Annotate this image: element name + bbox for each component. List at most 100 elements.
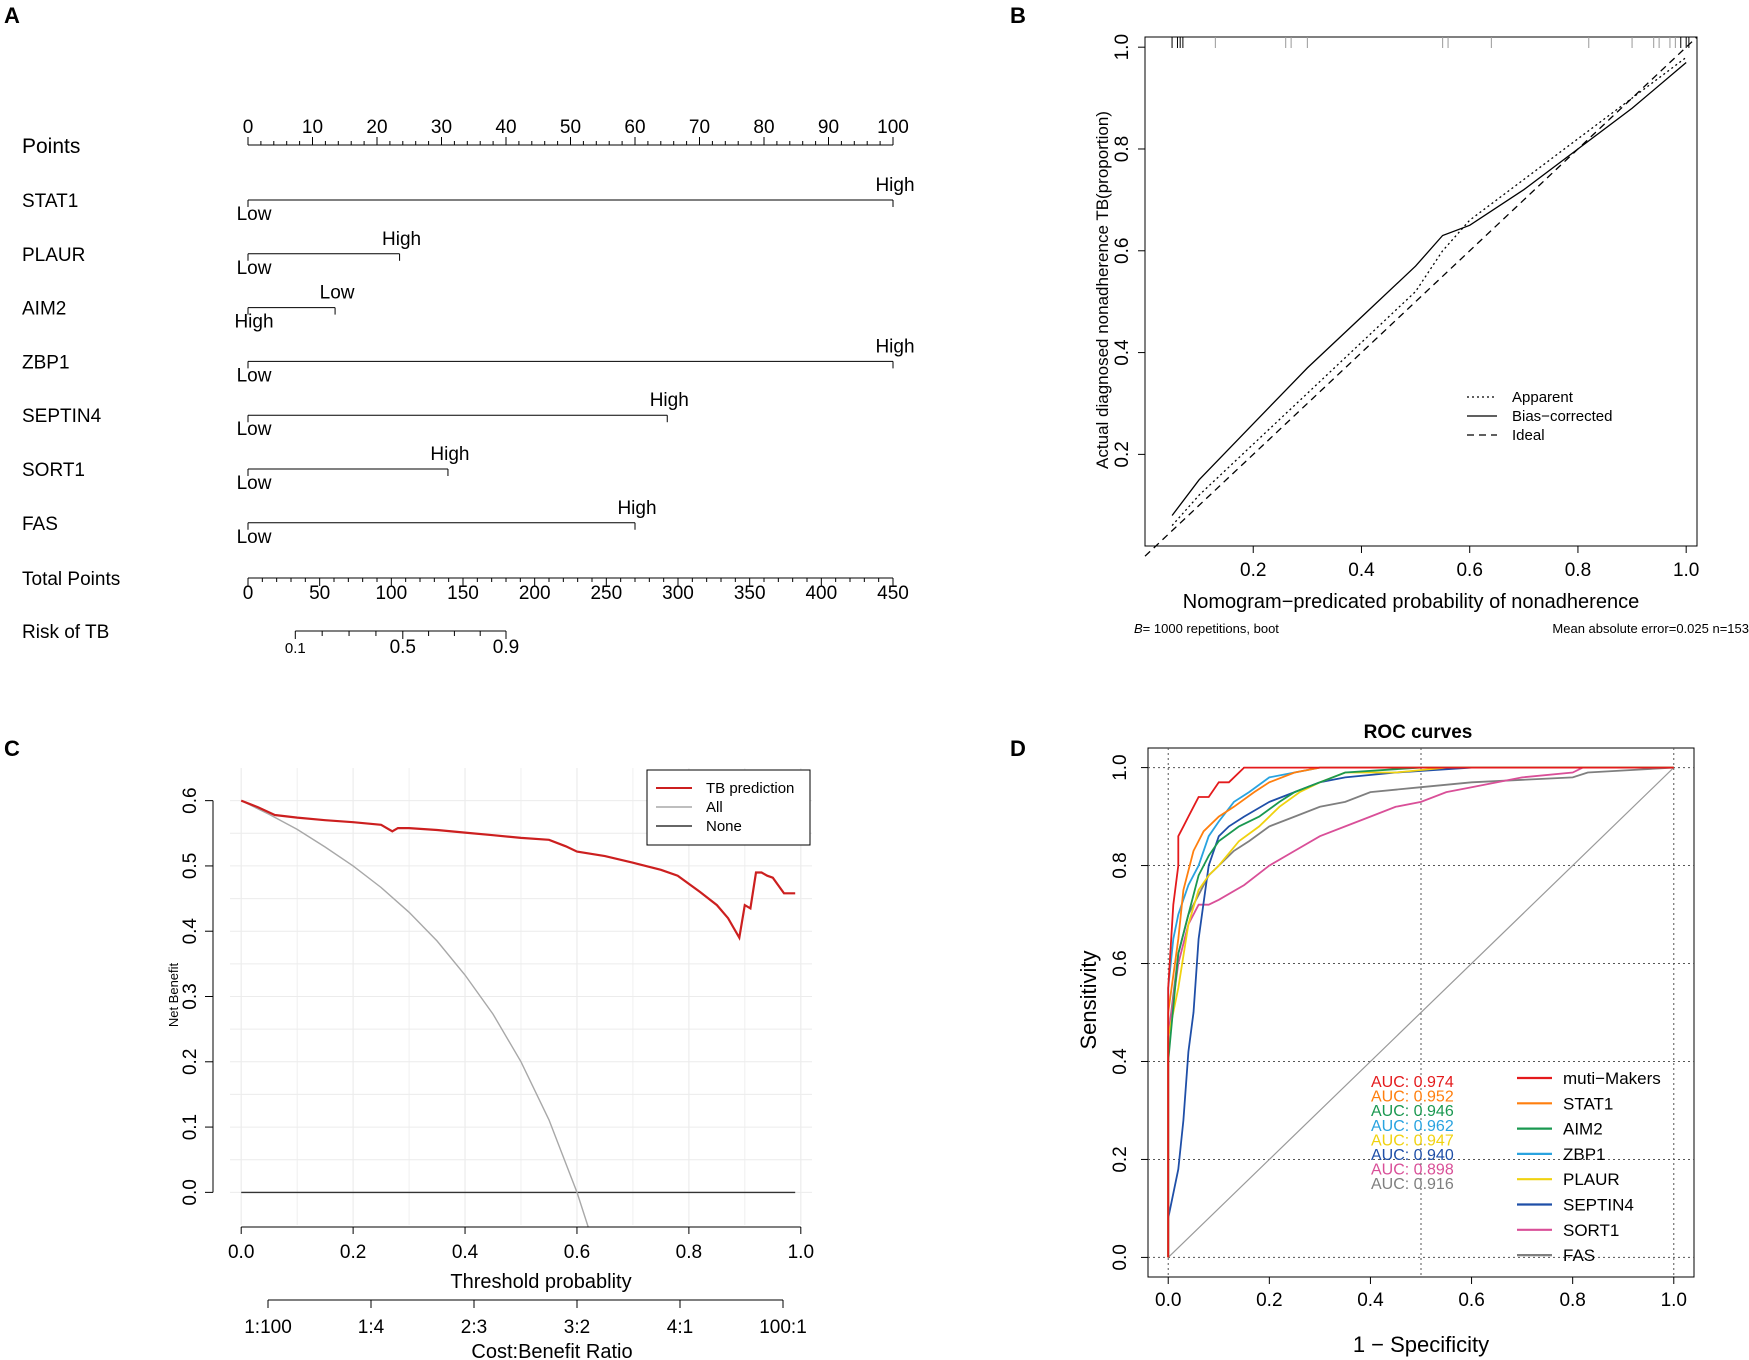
variable-left-level: Low [237, 365, 272, 386]
calibration-x-tick-label: 0.6 [1456, 560, 1482, 581]
roc-title: ROC curves [1364, 722, 1473, 743]
dca-legend-label: TB prediction [706, 780, 794, 797]
roc-x-tick-label: 0.2 [1256, 1290, 1282, 1311]
panel-label-b: B [1010, 3, 1026, 28]
roc-legend-label: SORT1 [1563, 1221, 1619, 1240]
dca-ratio-tick-label: 4:1 [667, 1317, 693, 1338]
dca-ratio-tick-label: 1:100 [244, 1317, 292, 1338]
roc-x-tick-label: 0.0 [1155, 1290, 1181, 1311]
variable-right-level: High [430, 444, 469, 465]
risk-label: Risk of TB [22, 622, 109, 643]
roc-y-tick-label: 0.0 [1110, 1244, 1131, 1270]
dca-x-tick-label: 0.6 [564, 1242, 590, 1263]
variable-left-level: Low [237, 473, 272, 494]
dca-line-tb-prediction [240, 799, 796, 941]
dca-y-axis-label: Net Benefit [166, 962, 181, 1027]
roc-curve-aim2 [1167, 766, 1674, 1258]
calibration-y-tick-label: 0.6 [1112, 238, 1133, 264]
variable-label: FAS [22, 514, 58, 535]
dca-x-tick-label: 0.8 [676, 1242, 702, 1263]
calibration-line-bias-corrected [1171, 62, 1687, 516]
roc-reference-diagonal [1167, 767, 1675, 1258]
variable-left-level: High [234, 312, 273, 333]
calibration-x-axis-label: Nomogram−predicated probability of nonad… [1183, 591, 1639, 613]
dca-y-tick-label: 0.6 [180, 787, 201, 813]
roc-auc-label: AUC: 0.940 [1371, 1147, 1454, 1164]
calibration-x-tick-label: 0.4 [1348, 560, 1375, 581]
calibration-footer-text: = 1000 repetitions, boot [1143, 621, 1280, 636]
total-tick-label: 200 [519, 583, 551, 604]
roc-y-tick-label: 0.8 [1110, 852, 1131, 878]
calibration-x-tick-label: 0.8 [1565, 560, 1591, 581]
points-tick-label: 60 [624, 117, 645, 138]
calibration-legend-label: Ideal [1512, 427, 1545, 444]
points-tick-label: 100 [877, 117, 909, 138]
variable-right-level: Low [320, 283, 355, 304]
roc-legend-label: muti−Makers [1563, 1069, 1661, 1088]
roc-legend-label: AIM2 [1563, 1120, 1603, 1139]
calibration-y-tick-label: 0.2 [1112, 441, 1133, 467]
points-tick-label: 80 [753, 117, 774, 138]
roc-y-tick-label: 0.4 [1110, 1048, 1131, 1075]
variable-label: PLAUR [22, 245, 85, 266]
points-tick-label: 50 [560, 117, 581, 138]
total-tick-label: 50 [309, 583, 330, 604]
dca-y-tick-label: 0.1 [180, 1114, 201, 1140]
variable-right-level: High [382, 229, 421, 250]
dca-y-tick-label: 0.0 [180, 1179, 201, 1205]
calibration-x-tick-label: 0.2 [1240, 560, 1266, 581]
risk-tick-label: 0.5 [390, 637, 416, 658]
dca-ratio-tick-label: 2:3 [461, 1317, 487, 1338]
calibration-y-axis-label: Actual diagnosed nonadherence TB(proport… [1093, 111, 1112, 469]
dca-y-tick-label: 0.4 [180, 918, 201, 945]
panel-label-a: A [4, 3, 20, 28]
dca-x-axis-label: Threshold probablity [450, 1271, 631, 1293]
roc-x-tick-label: 0.8 [1559, 1290, 1585, 1311]
roc-x-tick-label: 0.4 [1357, 1290, 1384, 1311]
variable-right-level: High [650, 390, 689, 411]
dca-ratio-axis-label: Cost:Benefit Ratio [471, 1341, 632, 1360]
roc-x-tick-label: 1.0 [1661, 1290, 1687, 1311]
calibration-x-tick-label: 1.0 [1673, 560, 1699, 581]
roc-curve-muti-makers [1167, 766, 1674, 1258]
calibration-line-apparent [1171, 56, 1687, 527]
calibration-panel: 0.2 0.4 0.6 0.8 1.0 0.2 0.4 0.6 0.8 1.0 Nomogram−p… [1093, 34, 1749, 636]
calibration-legend-label: Bias−corrected [1512, 408, 1612, 425]
roc-legend-label: ZBP1 [1563, 1145, 1606, 1164]
roc-y-tick-label: 0.2 [1110, 1146, 1131, 1172]
variable-label: SEPTIN4 [22, 406, 102, 427]
variable-label: ZBP1 [22, 352, 70, 373]
calibration-y-tick-label: 1.0 [1112, 34, 1133, 60]
roc-curve-sort1 [1167, 766, 1674, 1258]
roc-y-tick-label: 0.6 [1110, 950, 1131, 976]
variable-right-level: High [617, 498, 656, 519]
roc-auc-label: AUC: 0.946 [1371, 1103, 1454, 1120]
roc-y-axis-label: Sensitivity [1076, 950, 1101, 1049]
total-tick-label: 300 [662, 583, 694, 604]
roc-auc-label: AUC: 0.952 [1371, 1089, 1454, 1106]
variable-label: STAT1 [22, 191, 78, 212]
dca-x-tick-label: 0.4 [452, 1242, 479, 1263]
total-tick-label: 0 [243, 583, 254, 604]
roc-auc-label: AUC: 0.962 [1371, 1118, 1454, 1135]
dca-x-tick-label: 0.0 [228, 1242, 254, 1263]
variable-label: AIM2 [22, 299, 66, 320]
dca-ratio-tick-label: 100:1 [759, 1317, 807, 1338]
total-tick-label: 100 [375, 583, 407, 604]
calibration-y-tick-label: 0.4 [1112, 339, 1133, 366]
dca-y-tick-label: 0.5 [180, 853, 201, 879]
variable-left-level: Low [237, 527, 272, 548]
calibration-footer-prefix: B [1134, 621, 1143, 636]
points-tick-label: 90 [818, 117, 839, 138]
roc-x-axis-label: 1 − Specificity [1353, 1332, 1489, 1357]
points-tick-label: 30 [431, 117, 452, 138]
calibration-legend-label: Apparent [1512, 389, 1574, 406]
total-tick-label: 250 [590, 583, 622, 604]
variable-left-level: Low [237, 258, 272, 279]
dca-ratio-tick-label: 1:4 [358, 1317, 385, 1338]
decision-curve-panel: 0.0 0.1 0.2 0.3 0.4 0.5 0.6 Net Benefit 0.0 0.2 0.… [166, 768, 814, 1360]
points-tick-label: 70 [689, 117, 710, 138]
calibration-footer-left: B= 1000 repetitions, boot [1134, 621, 1279, 636]
roc-curve-plaur [1167, 766, 1674, 1258]
